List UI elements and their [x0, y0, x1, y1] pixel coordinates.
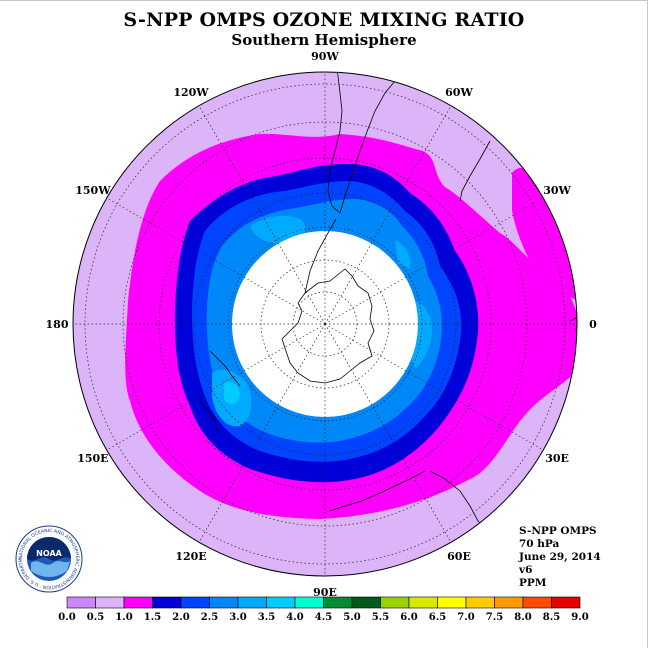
- longitude-label: 60W: [445, 86, 473, 99]
- colorbar-swatch: [551, 596, 581, 609]
- colorbar-label: 0.5: [87, 612, 104, 623]
- colorbar-swatch: [152, 596, 182, 609]
- antarctic-peninsula-coast: [304, 218, 337, 294]
- units-label: PPM: [519, 577, 547, 589]
- colorbar-swatch: [522, 596, 552, 609]
- colorbar-label: 1.0: [115, 612, 132, 623]
- color-scale-bar: 0.0 0.5 1.0 1.5 2.0 2.5 3.0 3.5 4.0 4.5 5.0 5.5 6.0 6…: [58, 596, 589, 623]
- colorbar-swatch: [66, 596, 96, 609]
- colorbar-label: 8.0: [514, 612, 531, 623]
- colorbar-swatch: [237, 596, 267, 609]
- instrument-label: S-NPP OMPS: [519, 525, 597, 537]
- colorbar-label: 3.5: [258, 612, 275, 623]
- map-title: S-NPP OMPS OZONE MIXING RATIO: [123, 9, 525, 31]
- colorbar-label: 6.0: [400, 612, 417, 623]
- colorbar-label: 4.0: [286, 612, 303, 623]
- colorbar-swatch: [437, 596, 467, 609]
- colorbar-swatch: [465, 596, 495, 609]
- colorbar-label: 1.5: [144, 612, 161, 623]
- colorbar-label: 2.0: [172, 612, 189, 623]
- latitude-circle: [193, 192, 457, 456]
- longitude-label: 120W: [173, 86, 209, 99]
- map-subtitle: Southern Hemisphere: [231, 31, 417, 49]
- colorbar-swatch: [266, 596, 296, 609]
- colorbar-swatch: [380, 596, 410, 609]
- longitude-label: 30W: [543, 184, 571, 197]
- colorbar-label: 9.0: [571, 612, 588, 623]
- colorbar-swatch: [323, 596, 353, 609]
- colorbar-label: 5.5: [372, 612, 389, 623]
- colorbar-label: 7.5: [486, 612, 503, 623]
- light-blue-patch: [395, 241, 411, 269]
- longitude-label: 150W: [75, 184, 111, 197]
- pressure-level-label: 70 hPa: [519, 538, 560, 550]
- longitude-label: 90E: [313, 586, 337, 599]
- colorbar-swatch: [351, 596, 381, 609]
- cyan-patch: [224, 381, 240, 405]
- longitude-label: 90W: [311, 50, 339, 63]
- version-label: v6: [519, 564, 533, 576]
- colorbar-swatch: [95, 596, 125, 609]
- longitude-label: 120E: [175, 550, 206, 563]
- graticule: [73, 72, 577, 576]
- longitude-labels: 90W 60W 30W 0 30E 60E 90E 120E 150E 180 150W 120W: [46, 50, 598, 599]
- colorbar-swatch: [180, 596, 210, 609]
- latitude-circle: [122, 121, 528, 527]
- longitude-label: 0: [589, 318, 597, 331]
- longitude-label: 60E: [447, 550, 471, 563]
- colorbar-label: 5.0: [343, 612, 360, 623]
- colorbar-label: 2.5: [201, 612, 218, 623]
- colorbar-label: 0.0: [58, 612, 75, 623]
- longitude-label: 150E: [77, 452, 108, 465]
- colorbar-swatch: [494, 596, 524, 609]
- antarctica-coast: [281, 268, 375, 384]
- date-label: June 29, 2014: [519, 551, 601, 563]
- latitude-circle: [158, 157, 492, 491]
- noaa-logo: NATIONAL OCEANIC AND ATMOSPHERIC ADMINIS…: [15, 525, 83, 593]
- colorbar-swatch: [123, 596, 153, 609]
- colorbar-label: 8.5: [543, 612, 560, 623]
- colorbar-swatch: [294, 596, 324, 609]
- colorbar-label: 6.5: [429, 612, 446, 623]
- colorbar-label: 7.0: [457, 612, 474, 623]
- longitude-label: 30E: [545, 452, 569, 465]
- map-boundary: [72, 71, 578, 577]
- new-zealand-coast: [199, 350, 241, 434]
- colorbar-swatch: [408, 596, 438, 609]
- logo-text: NOAA: [36, 549, 62, 558]
- colorbar-swatch: [209, 596, 239, 609]
- light-blue-patch: [250, 215, 306, 244]
- longitude-label: 180: [46, 318, 69, 331]
- colorbar-label: 3.0: [229, 612, 246, 623]
- colorbar-label: 4.5: [315, 612, 332, 623]
